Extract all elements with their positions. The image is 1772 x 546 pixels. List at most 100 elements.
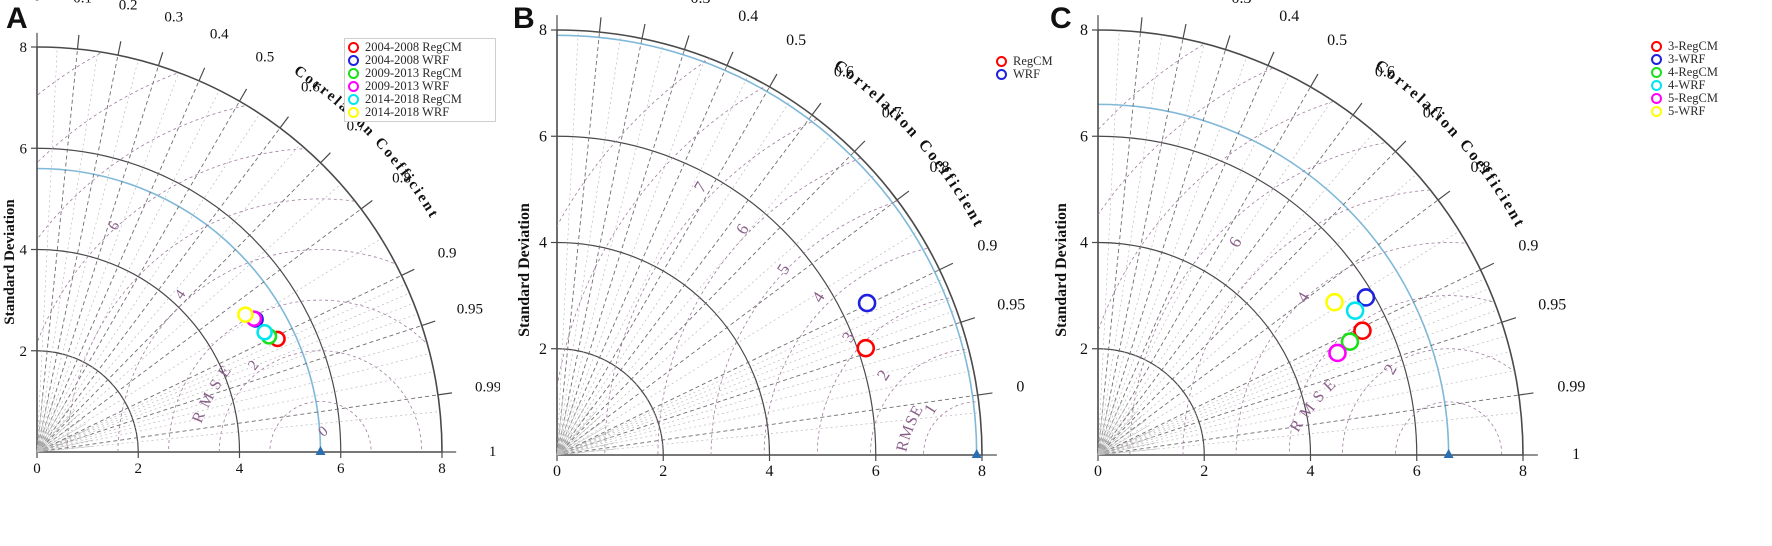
legend-item-label: WRF xyxy=(1013,67,1041,81)
legend-item[interactable]: WRF xyxy=(996,68,1080,81)
origin-fan-line xyxy=(1097,442,1157,456)
correlation-gridline xyxy=(1097,199,1439,456)
legend-marker-icon xyxy=(348,55,359,66)
sd-arc xyxy=(1097,135,1418,456)
origin-fan-line xyxy=(36,402,66,453)
data-point-marker[interactable]: 4-RegCM xyxy=(1340,332,1360,351)
origin-fan-line xyxy=(556,406,593,456)
rmse-tick-label: 6 xyxy=(732,220,753,237)
correlation-gridline xyxy=(556,351,970,456)
correlation-axis-title: Correlation Coefficient xyxy=(1372,57,1529,232)
sd-tick-label-x: 6 xyxy=(337,461,345,477)
reference-point-marker xyxy=(1443,449,1454,458)
correlation-tick-label: 0.3 xyxy=(1231,0,1251,7)
data-point-marker[interactable]: 3-RegCM xyxy=(1353,321,1372,341)
correlation-tick xyxy=(1139,17,1143,33)
origin-fan-line xyxy=(36,418,84,453)
data-point-marker[interactable]: 2014-2018 RegCM xyxy=(256,323,273,341)
rmse-tick-label: 0 xyxy=(315,423,331,440)
correlation-tick xyxy=(598,17,602,33)
legend-item[interactable]: 2014-2018 RegCM xyxy=(348,93,492,106)
legend-item[interactable]: 5-WRF xyxy=(1651,105,1763,118)
legend-marker-icon xyxy=(348,68,359,79)
correlation-tick-label: 0.8 xyxy=(392,171,411,187)
sd-tick-label-x: 0 xyxy=(1094,463,1102,480)
correlation-gridline xyxy=(1097,321,1502,456)
sd-arc xyxy=(36,350,139,453)
sd-arc xyxy=(36,248,241,453)
correlation-tick xyxy=(76,34,80,50)
origin-fan-line xyxy=(556,410,598,456)
origin-fan-line xyxy=(36,445,94,453)
rmse-tick-label: 2 xyxy=(245,358,262,374)
correlation-tick-label: 0.5 xyxy=(786,32,806,49)
correlation-tick xyxy=(238,88,248,102)
correlation-gridline xyxy=(1097,288,1490,456)
correlation-gridline xyxy=(1097,335,1507,456)
outer-arc xyxy=(556,29,983,456)
correlation-tick xyxy=(1267,51,1275,66)
legend-item[interactable]: RegCM xyxy=(996,55,1080,68)
data-point-marker[interactable]: RegCM xyxy=(856,338,876,358)
legend-item-label: 2009-2013 RegCM xyxy=(365,66,462,80)
legend-marker-icon xyxy=(1651,93,1662,104)
origin-fan-line xyxy=(1097,396,1111,456)
legend-item[interactable]: 2004-2008 WRF xyxy=(348,54,492,67)
correlation-tick-label: 0.3 xyxy=(690,0,710,7)
data-point-marker[interactable]: 2014-2018 WRF xyxy=(237,306,254,323)
correlation-gridline xyxy=(1097,86,1311,456)
legend-item[interactable]: 2009-2013 RegCM xyxy=(348,67,492,80)
rmse-contour xyxy=(1341,348,1523,455)
data-point-marker[interactable]: 3-WRF xyxy=(1356,288,1376,307)
legend-marker-icon xyxy=(1651,106,1662,117)
origin-fan-line xyxy=(36,395,44,453)
panel-a: A 0 0.1 0.2 0.3 0.4 0.5 0.6 0.7 0.8 0.9 0.95 0.99 1 6… xyxy=(0,0,501,541)
correlation-tick-label: 0.7 xyxy=(1423,105,1443,122)
legend-item[interactable]: 3-WRF xyxy=(1651,53,1763,66)
outer-arc xyxy=(1097,29,1524,456)
data-point-marker[interactable]: 5-RegCM xyxy=(1328,343,1347,363)
sd-tick-label-y: 2 xyxy=(539,341,547,358)
correlation-gridline xyxy=(556,30,579,456)
correlation-gridline xyxy=(556,49,685,456)
correlation-gridline xyxy=(1097,65,1269,456)
panel-a-legend: 2004-2008 RegCM 2004-2008 WRF 2009-2013 Re… xyxy=(344,38,496,122)
sd-arc xyxy=(556,348,664,456)
rmse-tick-label: 4 xyxy=(172,287,190,303)
data-point-marker[interactable]: 4-WRF xyxy=(1345,301,1365,320)
correlation-tick xyxy=(896,190,910,201)
sd-tick-label-x: 2 xyxy=(659,463,667,480)
rmse-contour xyxy=(218,350,423,452)
correlation-tick xyxy=(360,200,373,210)
correlation-gridline xyxy=(1097,370,1515,456)
origin-fan-line xyxy=(1097,410,1139,456)
correlation-tick xyxy=(421,320,436,327)
correlation-gridline xyxy=(556,173,876,456)
legend-item[interactable]: 4-WRF xyxy=(1651,79,1763,92)
legend-item[interactable]: 5-RegCM xyxy=(1651,92,1763,105)
origin-fan-line xyxy=(556,403,588,456)
data-point-marker[interactable]: 5-WRF xyxy=(1325,292,1344,312)
legend-item-label: 2014-2018 WRF xyxy=(365,105,450,119)
correlation-gridline xyxy=(36,113,261,453)
correlation-gridline xyxy=(1097,278,1485,456)
correlation-tick-label: 0.1 xyxy=(73,0,92,7)
correlation-gridline xyxy=(1097,269,1481,456)
sd-arc xyxy=(1097,348,1205,456)
rmse-tick-label: 6 xyxy=(106,219,124,234)
rmse-tick-label: 2 xyxy=(1380,361,1401,378)
legend-item[interactable]: 4-RegCM xyxy=(1651,66,1763,79)
correlation-tick-label: 0.2 xyxy=(119,0,138,14)
correlation-tick-label: 1 xyxy=(489,444,497,460)
panel-c-taylor-diagram: 00.10.20.30.40.50.60.70.80.90.950.991642… xyxy=(1040,0,1772,546)
legend-item[interactable]: 2014-2018 WRF xyxy=(348,106,492,119)
correlation-tick xyxy=(279,116,289,129)
correlation-gridline xyxy=(1097,131,1375,456)
origin-fan-line xyxy=(1097,395,1105,456)
sd-tick-label-x: 2 xyxy=(1200,463,1208,480)
legend-item[interactable]: 2009-2013 WRF xyxy=(348,80,492,93)
correlation-gridline xyxy=(36,59,139,453)
legend-item[interactable]: 2004-2008 RegCM xyxy=(348,41,492,54)
legend-item[interactable]: 3-RegCM xyxy=(1651,40,1763,53)
data-point-marker[interactable]: WRF xyxy=(857,293,877,313)
